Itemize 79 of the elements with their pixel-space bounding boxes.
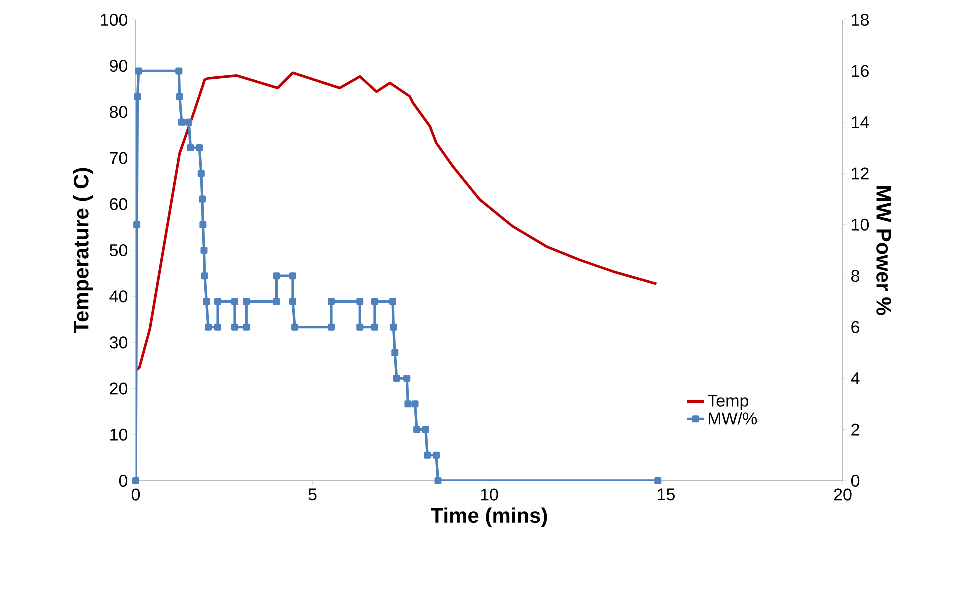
point <box>201 272 208 280</box>
legend-label: MW/% <box>709 412 758 425</box>
point <box>273 298 280 306</box>
y2-tick-label: 8 <box>852 270 860 282</box>
y2-tick-label: 6 <box>852 321 860 334</box>
point <box>135 68 142 75</box>
point <box>393 375 400 382</box>
point <box>414 426 421 434</box>
y-tick-label: 10 <box>110 428 128 441</box>
point <box>178 118 186 126</box>
point <box>198 196 206 203</box>
point <box>176 93 184 100</box>
legend-label: Temp <box>708 395 748 410</box>
x-tick-label: 5 <box>308 488 317 501</box>
y-tick-label: 90 <box>110 60 128 72</box>
point <box>424 452 432 459</box>
point <box>204 324 212 331</box>
y2-tick-label: 14 <box>852 116 870 128</box>
y-tick-label: 80 <box>110 106 128 118</box>
point <box>292 324 299 331</box>
y-tick-label: 70 <box>110 152 128 164</box>
point <box>390 298 396 306</box>
point <box>356 324 364 331</box>
point <box>132 477 140 484</box>
point <box>356 298 364 306</box>
point <box>176 68 183 75</box>
point <box>434 477 442 484</box>
y-tick-label: 100 <box>101 14 128 26</box>
point <box>371 298 378 306</box>
x-tick-label: 0 <box>132 488 140 501</box>
y2-tick-label: 10 <box>852 218 870 231</box>
point <box>392 349 399 356</box>
y-tick-label: 50 <box>110 244 128 257</box>
y-tick-label: 30 <box>110 336 128 349</box>
point <box>243 298 250 306</box>
y2-tick-label: 12 <box>852 168 869 180</box>
y2-tick-label: 4 <box>851 372 860 384</box>
x-tick-label: 10 <box>481 488 498 501</box>
point <box>198 170 205 178</box>
point <box>134 221 141 228</box>
point <box>243 324 250 331</box>
point <box>432 452 440 459</box>
point <box>289 272 296 280</box>
x-axis-title: Time (mins) <box>431 508 548 528</box>
y-axis-title: Temperature ( C) <box>73 168 93 334</box>
point <box>273 272 280 280</box>
point <box>214 298 222 306</box>
x-tick-label: 15 <box>658 488 675 501</box>
point <box>134 93 142 100</box>
point <box>371 324 378 331</box>
point <box>328 324 335 331</box>
x-tick-label: 20 <box>834 488 852 501</box>
y-tick-label: 0 <box>119 474 128 488</box>
y-tick-label: 40 <box>110 290 128 303</box>
point <box>422 426 430 434</box>
point <box>200 221 207 228</box>
point <box>328 298 335 306</box>
y-tick-label: 60 <box>110 198 128 210</box>
y2-tick-label: 0 <box>851 474 860 488</box>
y2-axis-title: MW Power % <box>876 186 892 316</box>
point <box>404 375 411 382</box>
point <box>404 400 412 408</box>
y2-tick-label: 18 <box>852 14 869 26</box>
point <box>200 246 208 254</box>
y-tick-label: 20 <box>110 382 128 395</box>
point <box>214 324 222 331</box>
point <box>231 324 238 331</box>
point <box>412 400 419 408</box>
point <box>390 324 398 331</box>
point <box>654 477 662 484</box>
point <box>231 298 238 306</box>
y2-tick-label: 16 <box>852 65 869 78</box>
point <box>203 298 210 306</box>
point <box>196 144 204 152</box>
point <box>187 144 194 152</box>
y2-tick-label: 2 <box>852 424 860 436</box>
point <box>186 118 193 126</box>
point <box>289 298 296 306</box>
line-series <box>136 72 658 372</box>
